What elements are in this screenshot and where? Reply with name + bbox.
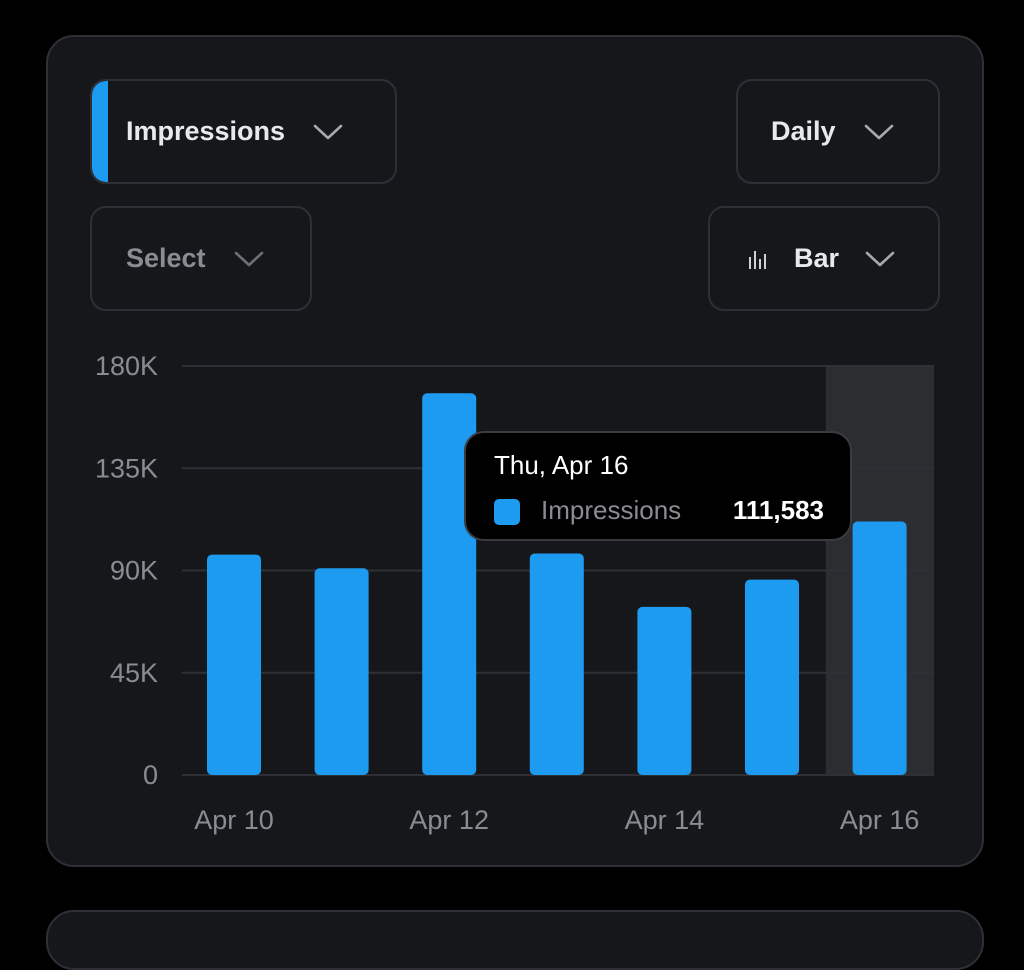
chevron-down-icon xyxy=(864,124,893,139)
tooltip-series-name: Impressions xyxy=(541,495,682,525)
x-tick-label: Apr 10 xyxy=(194,805,274,835)
compare-select-dropdown[interactable]: Select xyxy=(90,206,312,311)
chart-tooltip: Thu, Apr 16 Impressions 111,583 xyxy=(464,431,852,541)
x-tick-label: Apr 12 xyxy=(409,805,489,835)
impressions-bar-chart: 0 45K 90K 135K 180K Apr 10 Apr 12 Apr 14 Apr 16 xyxy=(95,351,934,835)
bar-apr-14 xyxy=(637,606,692,775)
bar-apr-16 xyxy=(852,521,907,775)
chart-type-label: Bar xyxy=(794,243,840,273)
tooltip-date: Thu, Apr 16 xyxy=(494,450,629,480)
period-dropdown-label: Daily xyxy=(771,116,836,146)
y-tick-label: 135K xyxy=(95,453,158,483)
metric-dropdown[interactable]: Impressions xyxy=(90,79,397,184)
y-tick-label: 90K xyxy=(110,556,158,586)
x-tick-label: Apr 16 xyxy=(840,805,920,835)
chevron-down-icon xyxy=(865,251,895,266)
x-tick-label: Apr 14 xyxy=(625,805,705,835)
bar-chart-icon xyxy=(749,250,766,269)
chevron-down-icon xyxy=(313,124,343,139)
bar-apr-12 xyxy=(422,393,477,775)
bar-apr-15 xyxy=(745,579,799,775)
bar-apr-13 xyxy=(529,553,584,775)
chart-type-dropdown[interactable]: Bar xyxy=(708,206,940,311)
bar-apr-10 xyxy=(207,554,261,775)
y-tick-label: 0 xyxy=(143,760,158,790)
metric-dropdown-label: Impressions xyxy=(126,116,286,146)
metric-color-indicator xyxy=(92,81,108,182)
compare-select-placeholder: Select xyxy=(126,243,206,273)
chevron-down-icon xyxy=(234,251,263,266)
y-tick-label: 180K xyxy=(95,351,158,381)
y-tick-label: 45K xyxy=(110,658,158,688)
bar-apr-11 xyxy=(314,568,369,775)
period-dropdown[interactable]: Daily xyxy=(736,79,940,184)
tooltip-value: 111,583 xyxy=(732,495,824,525)
tooltip-series-swatch xyxy=(494,499,520,525)
